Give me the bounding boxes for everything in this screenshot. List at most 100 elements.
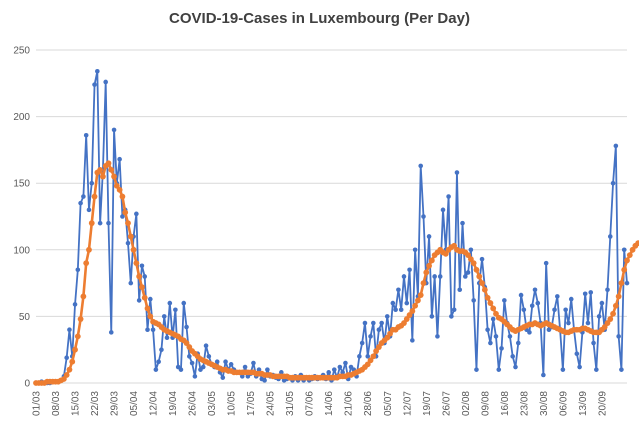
- data-point: [92, 82, 97, 87]
- data-point: [555, 294, 560, 299]
- x-tick-label: 12/07: [402, 391, 413, 416]
- data-point: [340, 370, 345, 375]
- data-point: [481, 286, 488, 293]
- data-point: [529, 303, 535, 309]
- data-point: [128, 280, 134, 286]
- data-point: [607, 316, 614, 322]
- data-point: [206, 354, 212, 359]
- data-point: [384, 314, 390, 319]
- data-point: [465, 270, 471, 275]
- data-point: [161, 314, 167, 319]
- data-point: [591, 340, 596, 346]
- data-point: [91, 193, 98, 200]
- data-point: [116, 186, 123, 193]
- data-point: [488, 340, 493, 346]
- data-point: [371, 320, 376, 326]
- series-line: [35, 70, 628, 384]
- data-point: [120, 214, 125, 219]
- data-point: [150, 327, 156, 333]
- data-point: [75, 267, 81, 273]
- data-point: [473, 266, 480, 273]
- data-point: [134, 211, 139, 217]
- data-point: [616, 334, 621, 339]
- data-point: [265, 367, 270, 372]
- data-point: [148, 296, 153, 302]
- x-tick-label: 09/08: [480, 391, 491, 416]
- y-tick-label: 100: [13, 245, 30, 256]
- data-point: [418, 163, 424, 169]
- data-point: [479, 280, 485, 286]
- data-point: [429, 314, 435, 319]
- data-point: [359, 340, 365, 346]
- data-point: [117, 156, 122, 162]
- data-point: [108, 166, 115, 173]
- data-point: [105, 160, 112, 167]
- data-point: [521, 307, 527, 313]
- data-point: [446, 194, 451, 199]
- data-point: [423, 269, 430, 276]
- data-point: [563, 307, 568, 313]
- x-tick-label: 19/07: [422, 391, 433, 416]
- data-point: [585, 320, 591, 326]
- data-point: [610, 310, 616, 317]
- data-point: [108, 330, 114, 335]
- data-point: [69, 358, 76, 365]
- data-point: [220, 375, 226, 380]
- data-point: [63, 372, 70, 378]
- data-point: [164, 335, 170, 341]
- data-point: [471, 298, 476, 303]
- data-point: [624, 280, 630, 286]
- data-point: [125, 240, 131, 246]
- data-point: [415, 297, 421, 304]
- data-point: [440, 207, 446, 213]
- data-point: [200, 364, 206, 370]
- data-point: [490, 305, 497, 312]
- x-tick-label: 31/05: [285, 391, 296, 416]
- data-point: [596, 314, 602, 319]
- data-point: [262, 378, 267, 383]
- data-point: [487, 300, 494, 306]
- x-tick-label: 17/05: [246, 391, 257, 416]
- data-point: [127, 233, 134, 240]
- data-point: [460, 220, 465, 226]
- data-point: [476, 273, 483, 280]
- x-tick-label: 13/09: [578, 391, 589, 416]
- data-point: [510, 354, 515, 359]
- data-point: [214, 359, 220, 364]
- data-point: [130, 246, 137, 253]
- data-point: [97, 166, 104, 173]
- data-point: [326, 370, 332, 375]
- data-point: [451, 307, 457, 313]
- data-point: [192, 374, 198, 379]
- data-point: [223, 359, 228, 364]
- x-tick-label: 07/06: [305, 391, 316, 416]
- data-point: [89, 180, 95, 186]
- x-tick-label: 05/07: [383, 391, 394, 416]
- data-point: [613, 143, 619, 149]
- data-point: [184, 324, 189, 330]
- data-point: [100, 173, 106, 180]
- data-point: [396, 287, 401, 293]
- data-point: [72, 302, 78, 307]
- x-tick-label: 28/06: [363, 391, 374, 416]
- data-point: [86, 246, 92, 253]
- data-point: [239, 374, 245, 379]
- data-point: [97, 220, 103, 226]
- data-point: [621, 247, 627, 253]
- data-point: [552, 307, 557, 313]
- data-point: [409, 308, 416, 314]
- data-point: [543, 260, 549, 266]
- data-point: [189, 360, 195, 366]
- data-point: [178, 367, 184, 372]
- data-point: [435, 334, 440, 339]
- data-point: [463, 274, 468, 279]
- data-point: [256, 367, 262, 372]
- data-point: [449, 314, 454, 319]
- data-point: [66, 366, 73, 373]
- data-point: [78, 200, 83, 206]
- data-point: [421, 214, 426, 219]
- data-point: [404, 300, 410, 306]
- data-point: [133, 260, 140, 267]
- x-tick-label: 03/05: [207, 391, 218, 416]
